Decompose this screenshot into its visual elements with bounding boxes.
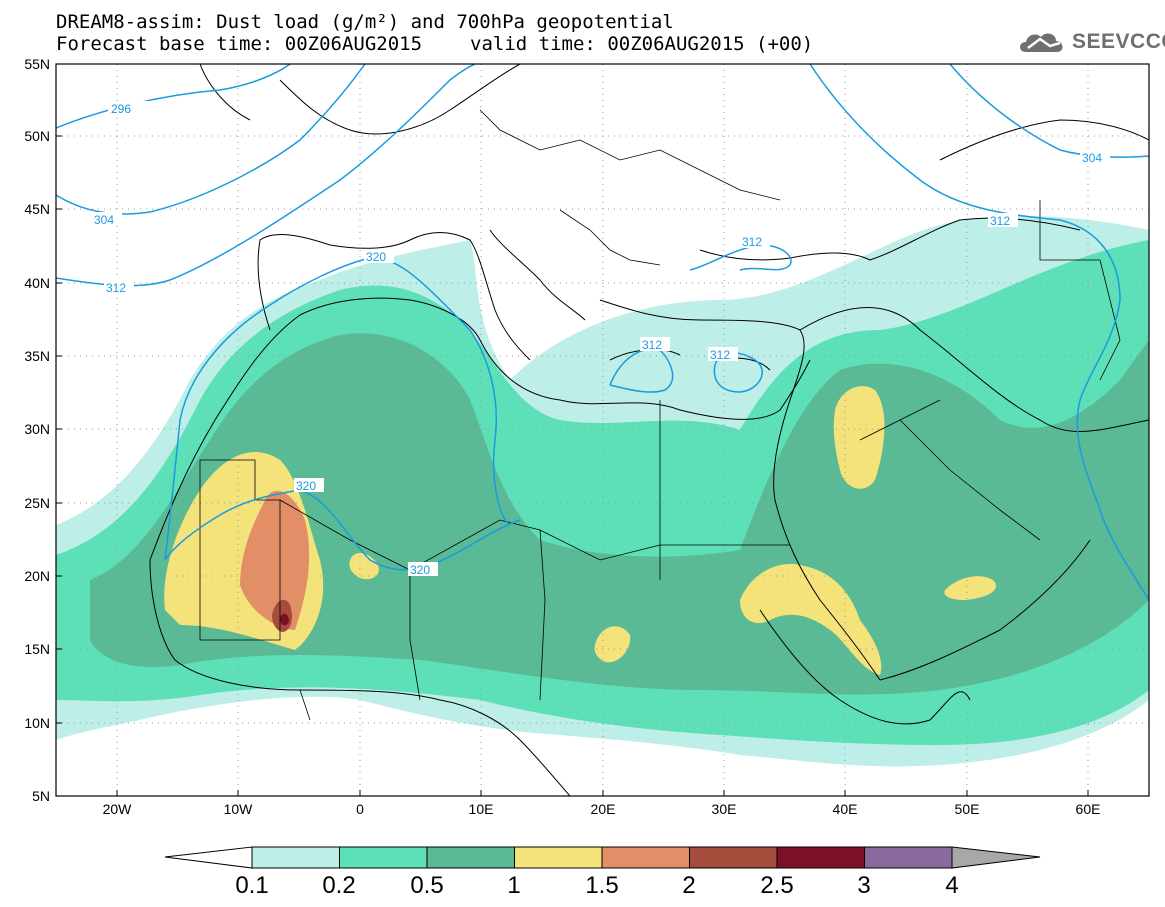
lon-tick-label: 20E [591, 801, 616, 817]
colorbar-under-triangle [164, 846, 253, 869]
lat-tick-label: 45N [24, 201, 50, 217]
colorbar-box [601, 846, 690, 869]
graticule [56, 64, 1149, 796]
lat-tick-label: 5N [32, 788, 50, 804]
lat-tick-label: 25N [24, 495, 50, 511]
country-borders [199, 109, 1121, 721]
contour-label: 296 [111, 102, 131, 116]
lat-tick-label: 15N [24, 641, 50, 657]
lat-tick-label: 30N [24, 421, 50, 437]
lat-tick-label: 40N [24, 275, 50, 291]
colorbar-label: 0.2 [322, 872, 355, 899]
contour-label: 304 [94, 213, 114, 227]
contour-label: 320 [296, 479, 316, 493]
colorbar-label: 0.5 [410, 872, 443, 899]
cloud-icon [1020, 33, 1063, 52]
contour-label: 304 [1082, 151, 1102, 165]
lon-tick-label: 30E [712, 801, 737, 817]
map-panel: 296 304 312 320 312 320 320 312 312 312 [56, 64, 1149, 796]
dust-1-niger [349, 552, 379, 580]
lat-tick-label: 10N [24, 715, 50, 731]
colorbar-boxes [251, 846, 953, 869]
lon-tick-label: 40E [833, 801, 858, 817]
colorbar: 0.1 0.2 0.5 1 1.5 2 2.5 3 4 [164, 846, 1041, 899]
colorbar-label: 4 [945, 872, 958, 899]
colorbar-box [339, 846, 428, 869]
colorbar-label: 1 [507, 872, 520, 899]
contour-labels: 296 304 312 320 312 320 320 312 312 312 [92, 101, 1110, 577]
logo-text: SEEVCCC [1072, 30, 1165, 53]
colorbar-box [776, 846, 865, 869]
lon-tick-label: 20W [103, 801, 133, 817]
dust-1-ethiopia [740, 564, 882, 675]
contour-label: 312 [642, 338, 662, 352]
lon-tick-label: 10E [469, 801, 494, 817]
lon-tick-label: 10W [224, 801, 254, 817]
contour-label: 312 [106, 281, 126, 295]
time-line: Forecast base time: 00Z06AUG2015 valid ti… [56, 34, 813, 54]
colorbar-over-triangle [951, 846, 1041, 869]
lat-tick-label: 50N [24, 128, 50, 144]
contour-label: 312 [710, 348, 730, 362]
colorbar-label: 3 [857, 872, 870, 899]
colorbar-label: 1.5 [585, 872, 618, 899]
dust-1-chad [594, 626, 631, 663]
dust-1-yemen [944, 576, 996, 600]
colorbar-label: 2 [682, 872, 695, 899]
base-time: Forecast base time: 00Z06AUG2015 [56, 33, 423, 55]
colorbar-box [514, 846, 603, 869]
colorbar-label: 2.5 [760, 872, 793, 899]
colorbar-box [251, 846, 340, 869]
contour-label: 312 [742, 235, 762, 249]
contour-label: 312 [990, 214, 1010, 228]
lon-tick-label: 60E [1076, 801, 1101, 817]
colorbar-label: 0.1 [235, 872, 268, 899]
dust-2.5-core [280, 613, 289, 626]
lon-tick-label: 50E [955, 801, 980, 817]
lat-tick-label: 35N [24, 348, 50, 364]
colorbar-box [864, 846, 953, 869]
tick-marks [56, 63, 1089, 797]
lat-tick-label: 55N [24, 56, 50, 72]
valid-time: valid time: 00Z06AUG2015 (+00) [470, 33, 814, 55]
colorbar-box [689, 846, 778, 869]
contour-label: 320 [366, 250, 386, 264]
longitude-labels: 20W 10W 0 10E 20E 30E 40E 50E 60E [103, 801, 1101, 817]
dust-layer [56, 215, 1149, 767]
contour-label: 320 [410, 563, 430, 577]
latitude-labels: 5N 10N 15N 20N 25N 30N 35N 40N 45N 50N 5… [24, 56, 50, 804]
dust-1-arabia-north [833, 386, 885, 489]
lon-tick-label: 0 [356, 801, 364, 817]
map-title: DREAM8-assim: Dust load (g/m²) and 700hP… [56, 11, 674, 33]
colorbar-box [426, 846, 515, 869]
dust-1.5-west-sahara [240, 490, 310, 630]
lat-tick-label: 20N [24, 568, 50, 584]
colorbar-labels: 0.1 0.2 0.5 1 1.5 2 2.5 3 4 [235, 872, 958, 899]
seevccc-logo: SEEVCCC [1016, 26, 1165, 58]
